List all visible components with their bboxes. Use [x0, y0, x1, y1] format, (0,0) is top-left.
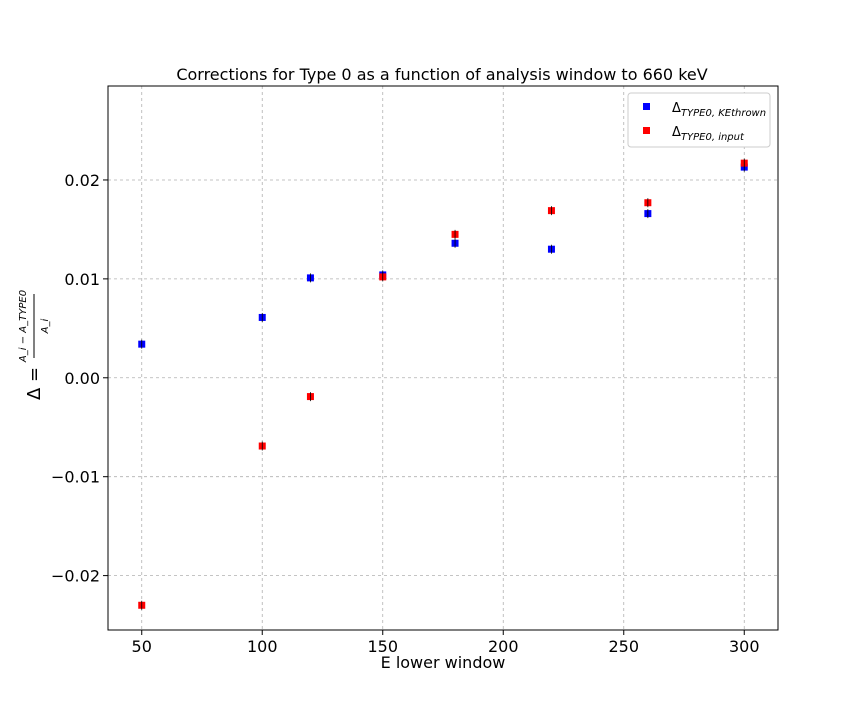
y-tick-label: 0.00 — [64, 369, 100, 388]
gridlines — [108, 86, 778, 630]
axis-ticks: 50 100 150 200 250 300 −0.02 −0.01 0.00 0.01 0.02 — [51, 171, 760, 656]
y-axis-label-lhs: Δ = — [24, 367, 45, 400]
data-points — [138, 158, 748, 610]
legend: ΔTYPE0, KEthrown ΔTYPE0, input — [627, 92, 771, 148]
y-tick-label: −0.02 — [51, 567, 100, 586]
legend-marker-series-1 — [643, 103, 650, 110]
y-tick-label: 0.01 — [64, 270, 100, 289]
x-tick-label: 250 — [608, 637, 639, 656]
x-tick-label: 300 — [729, 637, 760, 656]
x-tick-label: 50 — [132, 637, 152, 656]
x-axis-label: E lower window — [381, 653, 506, 672]
x-tick-label: 150 — [367, 637, 398, 656]
legend-marker-series-2 — [643, 127, 650, 134]
y-axis-label: Δ = A_i − A_TYPE0 A_i — [18, 290, 51, 400]
y-tick-label: −0.01 — [51, 468, 100, 487]
y-axis-label-numerator: A_i − A_TYPE0 — [18, 290, 29, 363]
y-axis-label-denominator: A_i — [40, 318, 51, 334]
plot-frame — [107, 85, 779, 631]
legend-label-series-2: ΔTYPE0, input — [672, 125, 745, 143]
chart-title: Corrections for Type 0 as a function of … — [176, 65, 707, 84]
y-tick-label: 0.02 — [64, 171, 100, 190]
x-tick-label: 200 — [488, 637, 519, 656]
x-tick-label: 100 — [247, 637, 278, 656]
legend-box — [627, 92, 771, 148]
legend-label-series-1: ΔTYPE0, KEthrown — [672, 101, 766, 119]
